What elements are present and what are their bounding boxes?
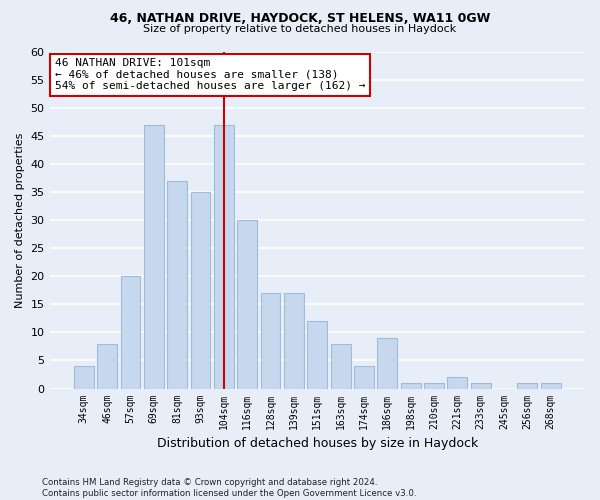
Bar [74, 366, 94, 388]
Bar [377, 338, 397, 388]
Bar [238, 220, 257, 388]
Y-axis label: Number of detached properties: Number of detached properties [15, 132, 25, 308]
Bar [517, 383, 538, 388]
Bar [260, 293, 280, 388]
Bar [214, 124, 234, 388]
Bar [191, 192, 211, 388]
Bar [307, 321, 327, 388]
Bar [354, 366, 374, 388]
Bar [167, 180, 187, 388]
Text: 46 NATHAN DRIVE: 101sqm
← 46% of detached houses are smaller (138)
54% of semi-d: 46 NATHAN DRIVE: 101sqm ← 46% of detache… [55, 58, 365, 92]
Text: Size of property relative to detached houses in Haydock: Size of property relative to detached ho… [143, 24, 457, 34]
Bar [284, 293, 304, 388]
Bar [401, 383, 421, 388]
Bar [541, 383, 560, 388]
Text: 46, NATHAN DRIVE, HAYDOCK, ST HELENS, WA11 0GW: 46, NATHAN DRIVE, HAYDOCK, ST HELENS, WA… [110, 12, 490, 26]
Bar [121, 276, 140, 388]
Bar [144, 124, 164, 388]
Text: Contains HM Land Registry data © Crown copyright and database right 2024.
Contai: Contains HM Land Registry data © Crown c… [42, 478, 416, 498]
Bar [471, 383, 491, 388]
Bar [97, 344, 117, 388]
Bar [331, 344, 350, 388]
X-axis label: Distribution of detached houses by size in Haydock: Distribution of detached houses by size … [157, 437, 478, 450]
Bar [448, 378, 467, 388]
Bar [424, 383, 444, 388]
